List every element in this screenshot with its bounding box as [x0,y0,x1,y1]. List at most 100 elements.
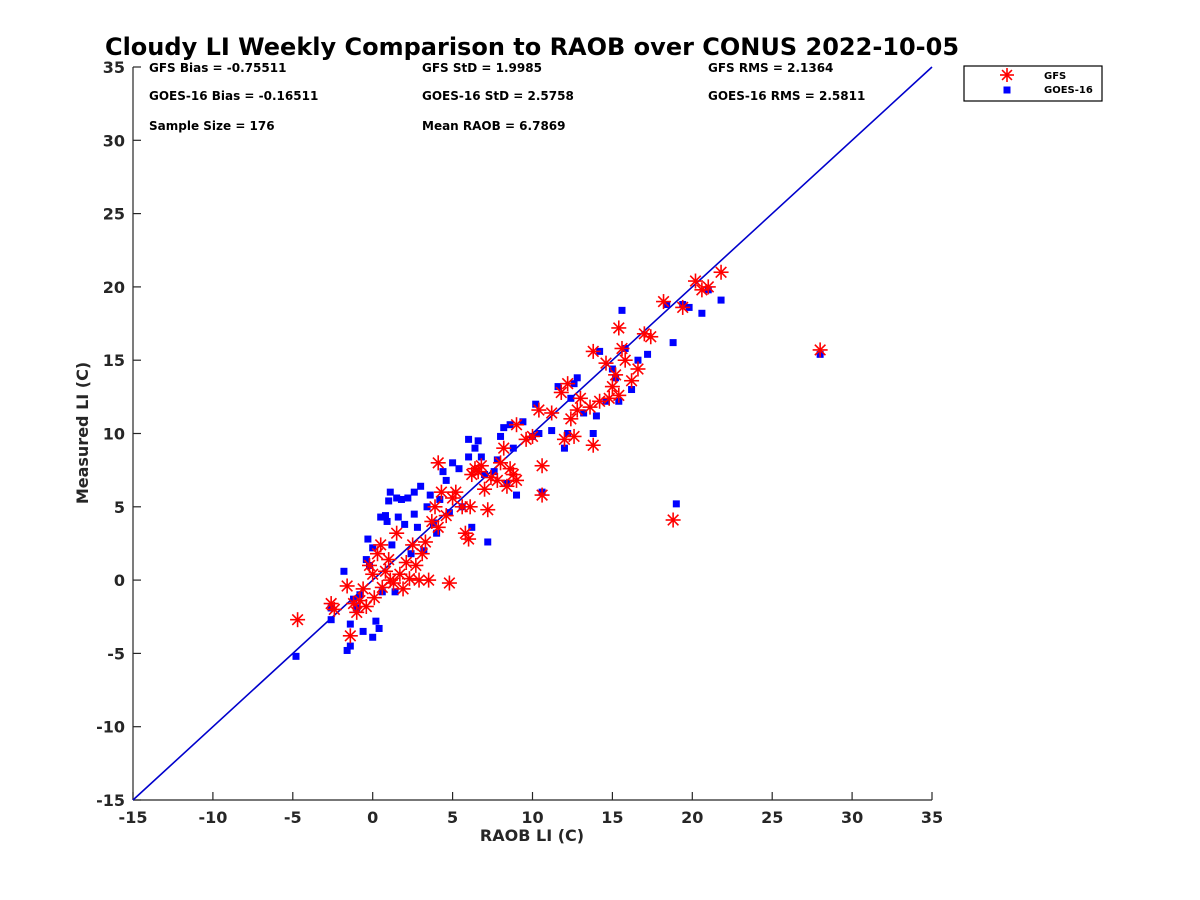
goes16-point [535,430,543,437]
goes16-point [388,541,396,549]
x-tick-label: 20 [681,808,703,827]
y-tick-label: 5 [114,498,125,517]
goes16-point [589,430,597,437]
goes16-point [343,646,351,654]
gfs-point [373,537,389,553]
x-tick-label: -5 [284,808,302,827]
goes16-point [359,627,367,635]
gfs-point [611,320,627,336]
gfs-point [560,376,576,392]
goes16-point [532,400,540,408]
gfs-point [408,557,424,573]
goes16-point [369,544,377,552]
goes16-point [375,624,383,632]
goes16-point [439,468,447,476]
goes16-point [567,394,575,402]
y-tick-label: 15 [103,351,125,370]
legend-box [963,65,1103,102]
y-tick-label: -10 [96,718,125,737]
y-tick-label: 10 [103,425,125,444]
gfs-point [433,484,449,500]
gfs-point [525,428,540,444]
gfs-point [614,340,630,356]
legend-goes16-label: GOES-16 [1044,85,1093,96]
goes16-point [698,309,706,317]
y-tick-label: 35 [103,58,125,77]
gfs-point [617,352,633,368]
gfs-point [365,566,381,582]
stat-sample-size: Sample Size = 176 [149,119,275,133]
gfs-point [713,264,729,280]
gfs-point [566,428,582,444]
stat-goes16-rms: GOES-16 RMS = 2.5811 [708,89,865,103]
goes16-point [465,435,473,443]
gfs-point [462,499,478,515]
goes16-point [474,437,482,445]
goes16-point [386,488,394,496]
x-axis-label: RAOB LI (C) [480,826,584,845]
goes16-point [477,453,485,461]
goes16-point [413,523,421,531]
stat-gfs-std: GFS StD = 1.9985 [422,61,542,75]
data-points [290,264,828,660]
gfs-point [534,487,550,503]
gfs-point [430,519,446,535]
goes16-point [465,453,473,461]
goes16-point [394,513,402,521]
gfs-point [601,390,617,406]
goes16-point [340,567,348,575]
gfs-point [556,431,572,447]
gfs-point [480,502,496,518]
stat-mean-raob: Mean RAOB = 6.7869 [422,119,566,133]
y-tick-label: -15 [96,791,125,810]
gfs-point [427,499,443,515]
gfs-point [643,329,659,345]
goes16-point [397,495,405,503]
y-tick-label: 0 [114,571,125,590]
gfs-point [687,273,703,289]
stat-goes16-bias: GOES-16 Bias = -0.16511 [149,89,318,103]
goes16-point [497,432,505,440]
goes16-point [468,523,476,531]
gfs-point [457,525,473,541]
gfs-point [572,390,588,406]
gfs-point [675,299,691,315]
goes16-point [369,633,377,641]
stat-gfs-rms: GFS RMS = 2.1364 [708,61,833,75]
gfs-point [401,571,417,587]
gfs-point [441,575,457,591]
goes16-point [292,652,300,660]
goes16-point [372,617,380,625]
goes16-point [327,616,335,624]
goes16-point [393,494,401,502]
goes16-point [423,503,431,511]
gfs-point [493,455,509,471]
gfs-point [430,455,446,471]
gfs-point [611,387,627,403]
y-axis-label: Measured LI (C) [73,362,92,504]
gfs-point [509,417,525,433]
goes16-point [471,444,479,452]
gfs-point [598,355,614,371]
goes16-point [364,535,372,543]
goes16-point [426,491,434,499]
gfs-point [531,402,547,418]
gfs-point [534,458,550,474]
x-tick-label: 0 [367,808,378,827]
gfs-point [592,393,608,409]
gfs-point [608,367,624,383]
legend-goes16-point [1003,86,1011,94]
goes16-point [573,374,581,382]
goes16-point [383,517,391,525]
goes16-point [436,495,444,503]
gfs-point [355,581,371,597]
goes16-point [717,296,725,304]
goes16-point [564,430,572,437]
gfs-point [395,581,411,597]
gfs-point [477,481,493,497]
x-tick-label: -10 [198,808,227,827]
legend-gfs-point [1000,68,1014,82]
